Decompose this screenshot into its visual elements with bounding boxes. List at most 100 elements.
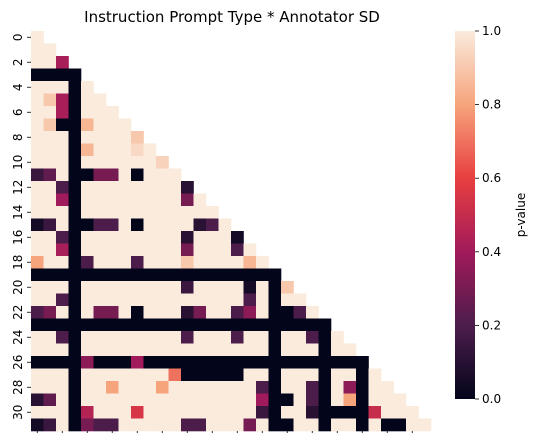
heatmap-cell: [206, 243, 219, 257]
heatmap-cell: [93, 418, 107, 432]
heatmap-cell: [256, 418, 269, 432]
heatmap-cell: [31, 393, 44, 407]
heatmap-cell: [81, 243, 94, 257]
heatmap-cell: [206, 343, 219, 357]
heatmap-cell: [331, 393, 344, 407]
heatmap-cell: [31, 343, 44, 357]
heatmap-cell: [93, 293, 107, 307]
heatmap-cell: [206, 318, 219, 332]
heatmap-cell: [293, 393, 307, 407]
heatmap-cell: [318, 356, 332, 369]
heatmap-cell: [156, 306, 169, 319]
heatmap-cell: [131, 193, 144, 207]
heatmap-cell: [218, 393, 232, 407]
heatmap-cell: [131, 381, 144, 394]
heatmap-cell: [43, 368, 57, 382]
heatmap-cell: [331, 356, 344, 369]
heatmap-cell: [68, 293, 82, 307]
heatmap-cell: [93, 218, 107, 232]
heatmap-cell: [218, 243, 232, 257]
heatmap-cell: [68, 343, 82, 357]
heatmap-cell: [256, 306, 269, 319]
heatmap-cell: [243, 281, 257, 294]
heatmap-cell: [118, 281, 132, 294]
heatmap-cell: [56, 418, 69, 432]
heatmap-cell: [81, 193, 94, 207]
heatmap-cell: [118, 318, 132, 332]
heatmap-cell: [243, 318, 257, 332]
heatmap-cell: [106, 381, 119, 394]
heatmap-cell: [93, 181, 107, 194]
heatmap-cell: [56, 381, 69, 394]
heatmap-cell: [43, 56, 57, 69]
heatmap-cell: [368, 393, 382, 407]
heatmap-cell: [243, 356, 257, 369]
heatmap-cell: [206, 306, 219, 319]
heatmap-cell: [56, 118, 69, 132]
heatmap-cell: [31, 156, 44, 169]
heatmap-cell: [143, 193, 157, 207]
heatmap-cell: [68, 93, 82, 107]
heatmap-cell: [281, 356, 294, 369]
heatmap-cell: [293, 368, 307, 382]
heatmap-cell: [268, 318, 282, 332]
heatmap-cell: [43, 268, 57, 282]
colorbar-ticks: 0.0 0.2 0.4 0.6 0.8 1.0: [475, 24, 501, 406]
heatmap-cell: [293, 381, 307, 394]
heatmap-cell: [231, 406, 244, 419]
heatmap-cell: [93, 93, 107, 107]
heatmap-cell: [43, 356, 57, 369]
heatmap-cell: [231, 281, 244, 294]
colorbar-tick-label: 0.2: [482, 318, 501, 332]
heatmap-cell: [231, 306, 244, 319]
y-tick-label: 26: [11, 355, 25, 370]
heatmap-cell: [31, 181, 44, 194]
heatmap-cell: [43, 193, 57, 207]
heatmap-cell: [268, 418, 282, 432]
heatmap-cell: [231, 343, 244, 357]
heatmap-cell: [56, 156, 69, 169]
heatmap-cell: [131, 231, 144, 244]
heatmap-cell: [143, 281, 157, 294]
heatmap-cell: [331, 406, 344, 419]
heatmap-cell: [193, 393, 207, 407]
heatmap-cell: [143, 343, 157, 357]
heatmap-cell: [106, 168, 119, 182]
heatmap-cell: [43, 306, 57, 319]
heatmap-cell: [343, 418, 357, 432]
heatmap-cell: [143, 256, 157, 269]
heatmap-cell: [318, 381, 332, 394]
heatmap-cell: [156, 331, 169, 344]
heatmap-cell: [81, 93, 94, 107]
heatmap-cell: [43, 406, 57, 419]
heatmap-cell: [43, 68, 57, 82]
heatmap-cell: [206, 368, 219, 382]
heatmap-cell: [206, 381, 219, 394]
heatmap-cell: [43, 156, 57, 169]
colorbar-label: p-value: [514, 193, 528, 237]
heatmap-cell: [181, 418, 194, 432]
heatmap-cell: [193, 381, 207, 394]
heatmap-cell: [318, 368, 332, 382]
heatmap-cell: [206, 393, 219, 407]
y-tick-label: 4: [11, 83, 25, 91]
heatmap-cell: [131, 181, 144, 194]
heatmap-cell: [68, 368, 82, 382]
heatmap-cell: [193, 193, 207, 207]
heatmap-cell: [81, 118, 94, 132]
heatmap-cell: [206, 331, 219, 344]
heatmap-cell: [56, 356, 69, 369]
heatmap-cell: [143, 206, 157, 219]
heatmap-cell: [81, 356, 94, 369]
heatmap-cell: [343, 393, 357, 407]
heatmap-cell: [56, 368, 69, 382]
heatmap-cell: [56, 393, 69, 407]
heatmap-cell: [168, 193, 182, 207]
heatmap-cell: [293, 331, 307, 344]
colorbar-tick-label: 0.6: [482, 171, 501, 185]
heatmap-cell: [118, 193, 132, 207]
heatmap-cell: [93, 368, 107, 382]
heatmap-cell: [231, 393, 244, 407]
heatmap-cell: [93, 381, 107, 394]
